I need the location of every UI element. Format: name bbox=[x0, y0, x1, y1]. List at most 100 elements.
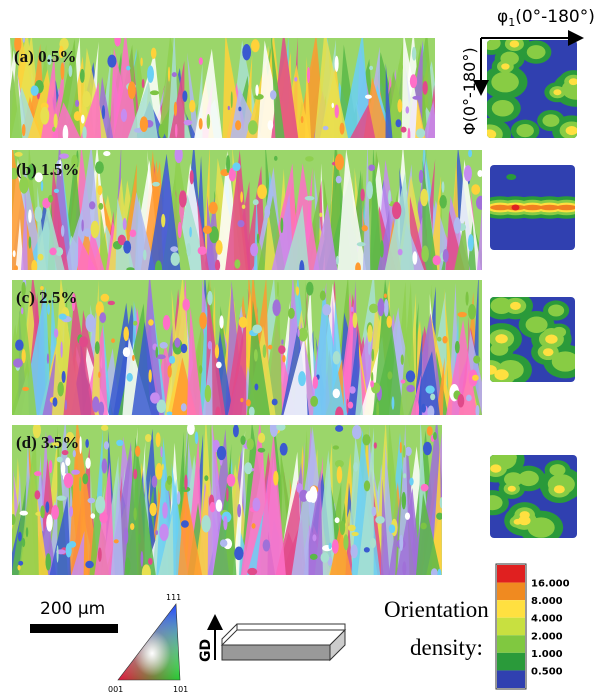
odf-peak bbox=[508, 486, 516, 492]
legend-swatch bbox=[497, 618, 525, 636]
small-grain bbox=[443, 249, 449, 262]
small-grain bbox=[28, 209, 32, 222]
small-grain bbox=[378, 298, 385, 316]
odf-region bbox=[490, 297, 512, 314]
small-grain bbox=[184, 120, 192, 126]
small-grain bbox=[272, 399, 278, 406]
small-grain bbox=[84, 228, 91, 237]
legend-level: 8.000 bbox=[531, 596, 563, 607]
small-grain bbox=[79, 336, 88, 347]
small-grain bbox=[114, 539, 119, 543]
scale-bar-label: 200 μm bbox=[40, 599, 105, 619]
small-grain bbox=[85, 458, 90, 469]
small-grain bbox=[282, 355, 285, 362]
small-grain bbox=[116, 440, 123, 446]
small-grain bbox=[210, 502, 216, 512]
small-grain bbox=[348, 525, 356, 531]
small-grain bbox=[332, 539, 339, 554]
small-grain bbox=[362, 225, 368, 231]
odf-region bbox=[490, 342, 508, 355]
small-grain bbox=[199, 57, 203, 64]
small-grain bbox=[438, 569, 442, 579]
small-grain bbox=[375, 516, 385, 524]
small-grain bbox=[22, 387, 29, 391]
small-grain bbox=[57, 382, 63, 397]
small-grain bbox=[155, 260, 162, 277]
small-grain bbox=[220, 539, 227, 547]
small-grain bbox=[47, 353, 49, 363]
odf-peak bbox=[518, 516, 530, 525]
small-grain bbox=[182, 298, 190, 310]
small-grain bbox=[181, 344, 187, 353]
odf-peak bbox=[569, 78, 578, 85]
small-grain bbox=[167, 365, 171, 377]
small-grain bbox=[272, 299, 280, 316]
small-grain bbox=[102, 105, 105, 119]
small-grain bbox=[54, 328, 58, 337]
legend-level: 4.000 bbox=[531, 614, 563, 625]
small-grain bbox=[313, 376, 319, 389]
small-grain bbox=[170, 246, 178, 252]
small-grain bbox=[235, 120, 241, 130]
small-grain bbox=[471, 184, 480, 195]
small-grain bbox=[187, 422, 195, 434]
small-grain bbox=[336, 256, 339, 265]
odf-peak bbox=[553, 89, 561, 95]
small-grain bbox=[59, 153, 69, 158]
small-grain bbox=[104, 441, 109, 449]
small-grain bbox=[79, 477, 81, 492]
small-grain bbox=[402, 561, 406, 575]
odf-region bbox=[518, 471, 538, 486]
small-grain bbox=[280, 218, 283, 234]
small-grain bbox=[161, 214, 165, 227]
small-grain bbox=[160, 446, 162, 457]
small-grain bbox=[143, 249, 146, 260]
small-grain bbox=[18, 532, 22, 542]
small-grain bbox=[306, 491, 315, 502]
small-grain bbox=[156, 432, 161, 447]
small-grain bbox=[57, 457, 63, 463]
small-grain bbox=[199, 365, 203, 374]
small-grain bbox=[251, 39, 260, 52]
small-grain bbox=[168, 67, 170, 82]
small-grain bbox=[80, 69, 85, 83]
small-grain bbox=[436, 513, 443, 520]
odf-peak bbox=[501, 63, 509, 69]
small-grain bbox=[237, 504, 241, 517]
odf-region bbox=[492, 100, 514, 117]
small-grain bbox=[421, 404, 426, 413]
small-grain bbox=[454, 217, 461, 233]
small-grain bbox=[145, 434, 151, 442]
scale-bar bbox=[30, 624, 118, 633]
small-grain bbox=[227, 474, 236, 487]
small-grain bbox=[21, 307, 23, 314]
small-grain bbox=[159, 524, 168, 541]
small-grain bbox=[305, 156, 314, 162]
small-grain bbox=[205, 385, 211, 402]
small-grain bbox=[150, 90, 159, 95]
small-grain bbox=[163, 315, 171, 330]
small-grain bbox=[468, 149, 472, 157]
small-grain bbox=[353, 312, 358, 328]
small-grain bbox=[278, 345, 285, 354]
small-grain bbox=[31, 260, 37, 273]
small-grain bbox=[102, 458, 108, 473]
small-grain bbox=[234, 546, 243, 560]
small-grain bbox=[249, 407, 255, 417]
small-grain bbox=[124, 527, 129, 544]
small-grain bbox=[406, 106, 410, 113]
small-grain bbox=[148, 319, 153, 326]
small-grain bbox=[20, 511, 28, 516]
small-grain bbox=[190, 170, 194, 184]
small-grain bbox=[343, 534, 348, 550]
small-grain bbox=[138, 534, 140, 545]
small-grain bbox=[171, 252, 180, 266]
small-grain bbox=[216, 240, 223, 255]
odf-maps bbox=[468, 31, 594, 544]
small-grain bbox=[252, 325, 262, 334]
small-grain bbox=[97, 185, 102, 195]
small-grain bbox=[323, 126, 329, 130]
small-grain bbox=[335, 56, 339, 72]
small-grain bbox=[370, 538, 376, 548]
small-grain bbox=[181, 520, 189, 528]
